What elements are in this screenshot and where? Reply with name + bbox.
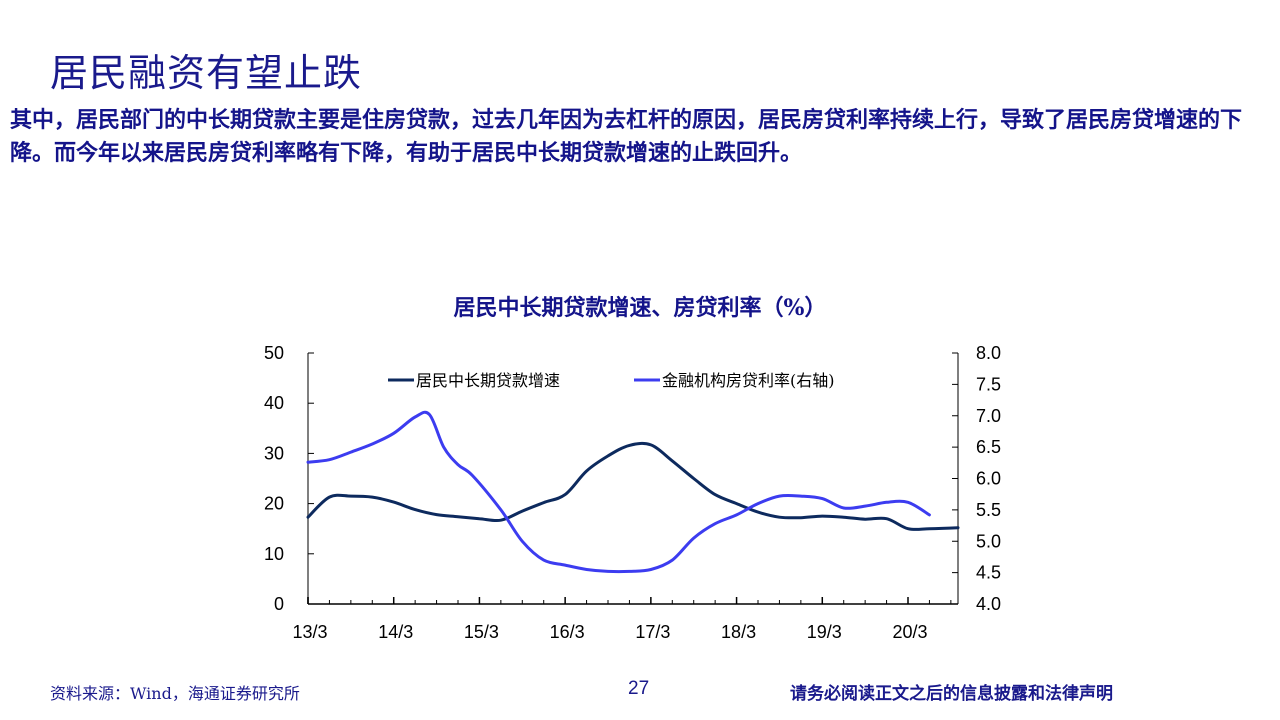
x-axis: 13/3 14/3 15/3 16/3 17/3 18/3 19/3 20/3 (292, 597, 958, 642)
right-y-tick-label: 4.5 (976, 563, 1001, 583)
x-tick-label: 18/3 (721, 622, 756, 642)
page-number: 27 (628, 678, 650, 699)
slide-body-text: 其中，居民部门的中长期贷款主要是住房贷款，过去几年因为去杠杆的原因，居民房贷利率… (10, 107, 1243, 166)
x-tick-label: 15/3 (464, 622, 499, 642)
right-y-tick-label: 5.0 (976, 531, 1001, 551)
series-lines (306, 410, 960, 574)
legend-label: 金融机构房贷利率(右轴) (662, 371, 835, 390)
left-y-tick-label: 0 (274, 594, 284, 614)
left-y-tick-label: 30 (264, 443, 284, 463)
chart-title-text: 居民中长期贷款增速、房贷利率（%） (453, 295, 827, 321)
series-loan-growth-line (306, 441, 960, 531)
right-y-tick-label: 7.0 (976, 406, 1001, 426)
footer-source: 资料来源：Wind，海通证券研究所 (50, 684, 300, 703)
legend-label: 居民中长期贷款增速 (416, 371, 560, 390)
series-mortgage-rate-line (306, 410, 931, 574)
left-y-tick-label: 40 (264, 393, 284, 413)
right-y-tick-label: 7.5 (976, 374, 1001, 394)
left-y-tick-label: 10 (264, 544, 284, 564)
chart-title: 居民中长期贷款增速、房贷利率（%） (0, 290, 1280, 322)
right-y-tick-label: 5.5 (976, 500, 1001, 520)
x-tick-label: 16/3 (550, 622, 585, 642)
x-tick-label: 17/3 (635, 622, 670, 642)
right-y-tick-label: 6.0 (976, 469, 1001, 489)
x-tick-label: 13/3 (292, 622, 327, 642)
right-y-tick-label: 8.0 (976, 343, 1001, 363)
left-y-axis: 0 10 20 30 40 50 (264, 343, 314, 614)
right-y-tick-label: 4.0 (976, 594, 1001, 614)
slide-title: 居民融资有望止跌 (50, 51, 363, 95)
x-tick-label: 20/3 (892, 622, 927, 642)
x-tick-label: 14/3 (378, 622, 413, 642)
left-y-tick-label: 20 (264, 494, 284, 514)
footer-disclaimer[interactable]: 请务必阅读正文之后的信息披露和法律声明 (790, 684, 1113, 704)
x-tick-label: 19/3 (807, 622, 842, 642)
chart-legend: 居民中长期贷款增速 金融机构房贷利率(右轴) (388, 371, 835, 390)
left-y-tick-label: 50 (264, 343, 284, 363)
right-y-axis: 4.0 4.5 5.0 5.5 6.0 6.5 7.0 7.5 8.0 (952, 343, 1001, 614)
right-y-tick-label: 6.5 (976, 437, 1001, 457)
